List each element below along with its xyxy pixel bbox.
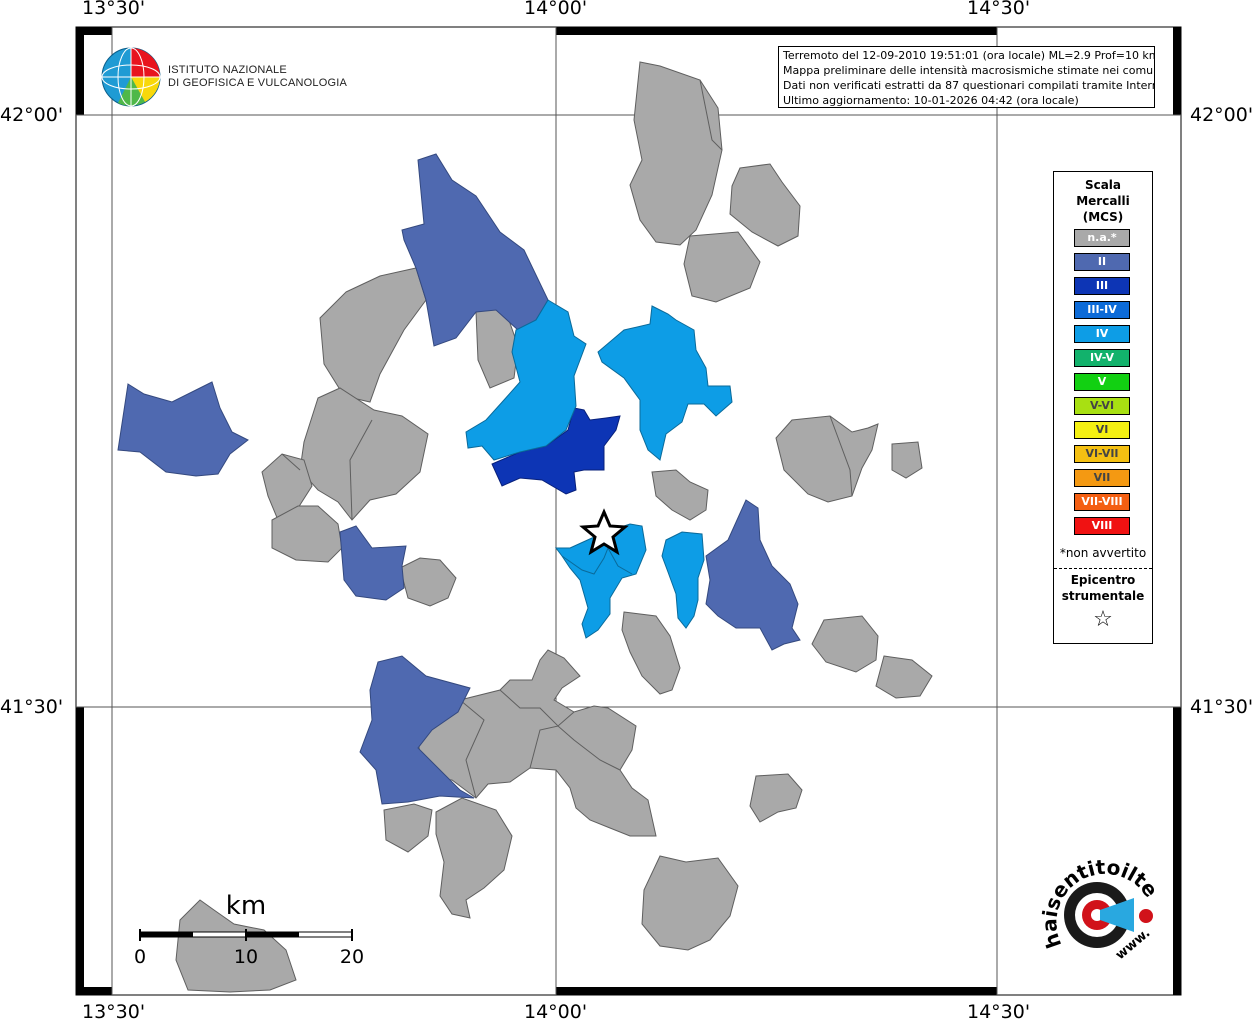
legend-note: *non avvertito (1059, 546, 1147, 560)
info-line-4: Ultimo aggiornamento: 10-01-2026 04:42 (… (783, 94, 1079, 107)
legend-item: IV-V (1074, 349, 1130, 367)
lon-label-top-right: 14°30' (967, 0, 1031, 19)
legend-title-line1: Scala (1084, 178, 1122, 192)
legend-items: n.a.* II III III-IV IV IV-V V V-VI VI VI-VII VII VI… (1074, 229, 1132, 541)
lat-label-right-top: 42°00' (1190, 104, 1254, 126)
ingv-title-line1: ISTITUTO NAZIONALE (168, 64, 287, 76)
event-info-box: Terremoto del 12-09-2010 19:51:01 (ora l… (778, 46, 1155, 108)
municipalities-intensity-IV (465, 299, 733, 639)
legend-epicenter-line2: strumentale (1061, 589, 1145, 603)
scale-bar: km 0 10 20 (134, 891, 364, 968)
lon-label-top-left: 13°30' (82, 0, 146, 19)
legend-item: VII-VIII (1074, 493, 1130, 511)
legend-item: VII (1074, 469, 1130, 487)
legend-item: V-VI (1074, 397, 1130, 415)
legend-item: II (1074, 253, 1130, 271)
internal-boundaries (281, 79, 853, 799)
lon-label-bottom-right: 14°30' (967, 1001, 1031, 1023)
municipalities-intensity-II (117, 153, 801, 805)
legend-item: VI (1074, 421, 1130, 439)
scale-tick-0: 0 (134, 946, 146, 968)
info-line-2: Mappa preliminare delle intensità macros… (783, 64, 1155, 77)
legend-item: IV (1074, 325, 1130, 343)
legend-divider (1054, 568, 1152, 569)
lat-label-left-bottom: 41°30' (0, 696, 64, 718)
info-line-3: Dati non verificati estratti da 87 quest… (783, 79, 1155, 92)
scale-tick-10: 10 (234, 946, 258, 968)
legend-title-line3: (MCS) (1082, 210, 1124, 224)
internal-boundaries-IV (561, 546, 633, 575)
legend-star-icon: ☆ (1093, 607, 1113, 632)
legend-title-line2: Mercalli (1076, 194, 1130, 208)
legend-title: Scala Mercalli (MCS) (1054, 177, 1152, 225)
legend-item: III (1074, 277, 1130, 295)
legend-epicenter-line1: Epicentro (1070, 573, 1136, 587)
epicenter-star (579, 508, 629, 556)
municipalities-not-felt (175, 61, 933, 993)
lon-label-bottom-left: 13°30' (82, 1001, 146, 1023)
legend-item: VI-VII (1074, 445, 1130, 463)
legend-item: VIII (1074, 517, 1130, 535)
legend-item: III-IV (1074, 301, 1130, 319)
ingv-title-line2: DI GEOFISICA E VULCANOLOGIA (168, 77, 347, 89)
lat-label-left-top: 42°00' (0, 104, 64, 126)
lon-label-top-mid: 14°00' (524, 0, 588, 19)
ingv-title: ISTITUTO NAZIONALE DI GEOFISICA E VULCAN… (168, 64, 347, 90)
legend-item: V (1074, 373, 1130, 391)
frame-bars (76, 27, 1181, 995)
lat-label-right-bottom: 41°30' (1190, 696, 1254, 718)
intensity-legend: Scala Mercalli (MCS) n.a.* II III III-IV IV I… (1053, 171, 1153, 644)
scale-unit: km (226, 891, 266, 921)
map-frame (75, 26, 1182, 996)
legend-item: n.a.* (1074, 229, 1130, 247)
lon-label-bottom-mid: 14°00' (524, 1001, 588, 1023)
legend-epicenter-label: Epicentro strumentale (1054, 572, 1152, 604)
municipalities-intensity-III (491, 407, 621, 495)
graticule (76, 27, 1181, 995)
info-line-1: Terremoto del 12-09-2010 19:51:01 (ora l… (783, 49, 1155, 62)
scale-tick-20: 20 (340, 946, 364, 968)
ingv-logo (101, 47, 161, 107)
